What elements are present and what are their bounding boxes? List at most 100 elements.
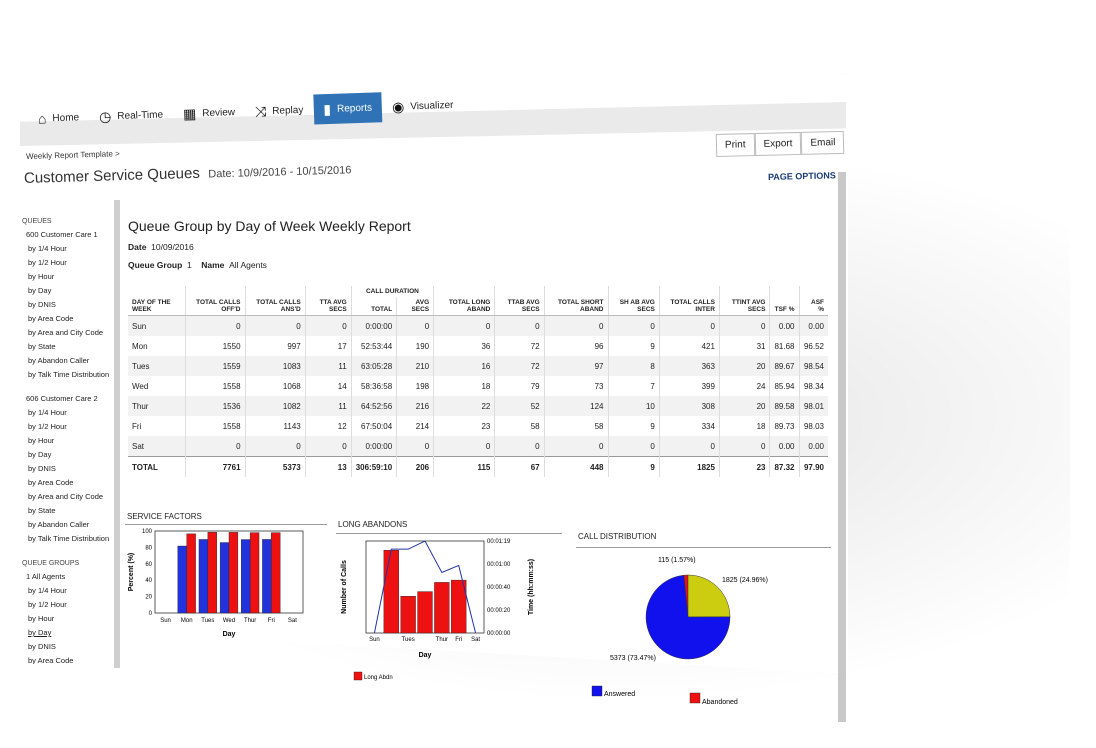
table-cell: 0 <box>658 436 720 457</box>
table-column-header[interactable]: DAY OF THE WEEK <box>128 297 186 316</box>
table-column-header[interactable]: TTINT AVG SECS <box>718 297 770 316</box>
date-label: Date <box>128 242 147 252</box>
table-column-header[interactable]: TOTAL SHORT ABAND <box>543 297 608 316</box>
table-header-spacer <box>494 286 545 297</box>
service-factors-chart: 0 20 40 60 80 100 Sun Mon Tues Wed Thur Fri Sat Perce… <box>128 529 304 638</box>
table-cell: 17 <box>304 336 352 356</box>
sidebar-item[interactable]: by Day <box>28 450 52 459</box>
sidebar-item[interactable]: by Day <box>28 286 52 295</box>
report-date-line: Date 10/09/2016 <box>128 242 838 252</box>
sidebar-item[interactable]: by Area Code <box>28 314 74 323</box>
export-button[interactable]: Export <box>754 131 802 157</box>
pie-slice <box>687 574 731 618</box>
table-cell: 9 <box>607 416 660 436</box>
table-cell: Tues <box>128 356 186 376</box>
table-group-header-row: CALL DURATION <box>128 286 828 297</box>
table-header-spacer <box>543 286 608 297</box>
sidebar-item[interactable]: by Abandon Caller <box>28 520 90 529</box>
nav-visualizer[interactable]: ◉ Visualizer <box>382 90 464 123</box>
nav-replay[interactable]: ⤨ Replay <box>245 95 314 127</box>
sidebar-item[interactable]: by Talk Time Distribution <box>28 534 110 543</box>
report-header: Queue Group by Day of Week Weekly Report… <box>128 218 838 270</box>
table-cell: 12 <box>304 416 352 436</box>
sidebar-item[interactable]: by 1/4 Hour <box>28 244 67 253</box>
main-scrollbar[interactable] <box>838 172 846 722</box>
table-cell: 9 <box>607 336 660 356</box>
table-column-header[interactable]: TOTAL LONG ABAND <box>433 297 495 316</box>
table-cell: 0 <box>658 315 720 336</box>
table-cell: 31 <box>718 336 770 356</box>
sidebar-item[interactable]: by Area and City Code <box>28 492 104 501</box>
table-column-header[interactable]: ASF % <box>798 297 828 316</box>
sidebar-item[interactable]: by 1/4 Hour <box>28 408 67 417</box>
table-cell: Wed <box>132 381 149 391</box>
sidebar-scrollbar[interactable] <box>114 200 120 668</box>
sidebar-item[interactable]: by DNIS <box>28 464 56 473</box>
sidebar-item[interactable]: by Hour <box>28 436 55 445</box>
table-column-header[interactable]: SH AB AVG SECS <box>607 297 660 316</box>
table-cell: 0 <box>396 436 434 457</box>
bar <box>417 591 433 634</box>
email-button[interactable]: Email <box>801 130 845 155</box>
table-column-header[interactable]: TTA AVG SECS <box>304 297 352 316</box>
sidebar-item[interactable]: by DNIS <box>28 642 56 651</box>
sidebar-item[interactable]: by Hour <box>28 614 55 623</box>
sidebar-item[interactable]: by Day <box>28 628 52 637</box>
table-column-header[interactable]: TOTAL <box>350 297 397 316</box>
table-column-header[interactable]: AVG SECS <box>396 297 434 316</box>
bar <box>177 545 187 614</box>
sidebar-item[interactable]: by DNIS <box>28 300 56 309</box>
legend-swatch <box>353 671 363 681</box>
nav-item-label: Real-Time <box>117 109 164 122</box>
bar <box>383 549 399 634</box>
page-options-link[interactable]: PAGE OPTIONS <box>767 170 836 182</box>
sidebar-item[interactable]: by Area Code <box>28 478 74 487</box>
sidebar-item[interactable]: by Hour <box>28 272 55 281</box>
table-column-header[interactable]: TTAB AVG SECS <box>494 297 545 316</box>
sidebar-item[interactable]: by Talk Time Distribution <box>28 370 110 379</box>
sidebar-group-title[interactable]: 1 All Agents <box>26 572 66 581</box>
table-column-header[interactable]: TSF % <box>769 297 799 316</box>
table-cell: 98.54 <box>798 356 828 376</box>
table-row: Wed 1558 1068 14 58:36:58 198 18 79 73 7 399 24 85.9… <box>128 376 828 396</box>
table-cell: 210 <box>396 356 434 376</box>
table-cell: 0 <box>244 436 306 457</box>
print-button[interactable]: Print <box>715 133 755 157</box>
nav-review[interactable]: ▦ Review <box>173 97 246 129</box>
sidebar-item[interactable]: by Area Code <box>28 656 74 664</box>
sidebar-item[interactable]: by State <box>28 342 56 351</box>
eye-icon: ◉ <box>391 98 405 115</box>
sidebar-group-title[interactable]: 600 Customer Care 1 <box>26 230 98 239</box>
sidebar-item[interactable]: by 1/2 Hour <box>28 422 67 431</box>
x-tick-label: Fri <box>455 637 462 643</box>
table-total-cell: 306:59:10 <box>350 456 397 477</box>
table-header-spacer <box>798 286 828 297</box>
bar <box>219 542 230 614</box>
y2-tick-label: 00:01:00 <box>487 562 511 568</box>
table-cell: 81.68 <box>769 336 799 356</box>
table-header-spacer <box>658 286 720 297</box>
table-column-header[interactable]: TOTAL CALLS OFF'D <box>184 297 246 316</box>
table-cell: 0 <box>543 315 608 336</box>
table-column-header[interactable]: TOTAL CALLS ANS'D <box>244 297 306 316</box>
nav-home[interactable]: ⌂ Home <box>28 102 90 134</box>
sidebar-item[interactable]: by Area and City Code <box>28 328 104 337</box>
report-sidebar: QUEUES 600 Customer Care 1 by 1/4 Hour by 1… <box>22 214 114 664</box>
chart-divider <box>576 547 831 548</box>
legend-swatch <box>689 692 701 704</box>
nav-reports[interactable]: ▮ Reports <box>312 92 383 125</box>
legend-label: Answered <box>604 691 635 698</box>
table-cell: 7 <box>607 376 660 396</box>
nav-item-label: Home <box>52 111 80 124</box>
sidebar-item[interactable]: by 1/4 Hour <box>28 586 67 595</box>
sidebar-item[interactable]: by 1/2 Hour <box>28 258 67 267</box>
table-cell: 18 <box>433 376 495 396</box>
nav-real-time[interactable]: ◷ Real-Time <box>89 99 174 132</box>
legend-swatch <box>591 685 603 697</box>
sidebar-item[interactable]: by Abandon Caller <box>28 356 90 365</box>
sidebar-item[interactable]: by 1/2 Hour <box>28 600 67 609</box>
sidebar-group-title[interactable]: 606 Customer Care 2 <box>26 394 98 403</box>
sidebar-item[interactable]: by State <box>28 506 56 515</box>
table-total-cell: 1825 <box>658 456 720 477</box>
table-column-header[interactable]: TOTAL CALLS INTER <box>658 297 720 316</box>
